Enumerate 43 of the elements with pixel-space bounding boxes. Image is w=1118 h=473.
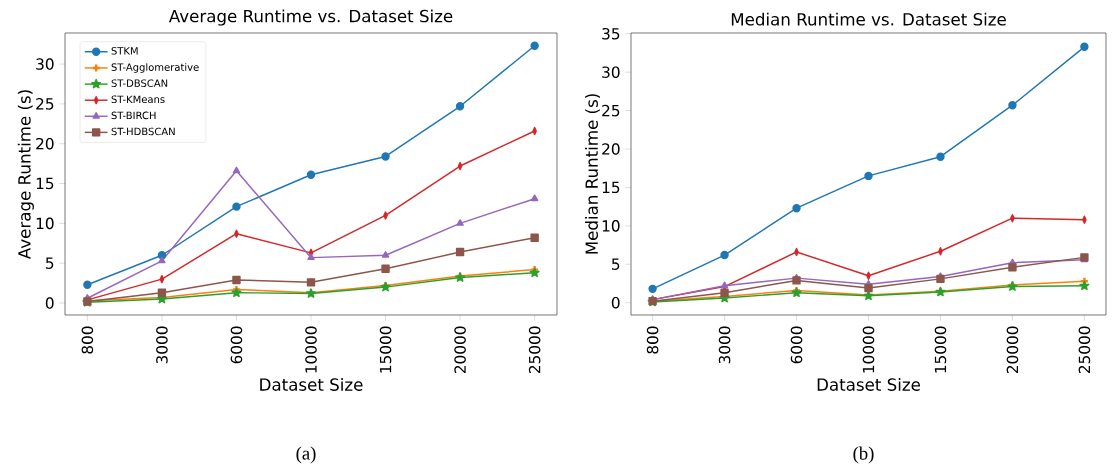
x-tick-label: 20000 [1006, 326, 1019, 374]
legend-label: ST-DBSCAN [111, 79, 168, 87]
text: (a) [296, 446, 316, 464]
chart-title: Average Runtime vs. Dataset Size [168, 9, 453, 26]
x-tick-label: 6000 [790, 326, 803, 364]
legend-label: ST-KMeans [111, 95, 165, 104]
y-axis-title: Median Runtime (s) [585, 94, 600, 254]
y-tick-label: 15 [602, 181, 620, 194]
x-tick-label: 15000 [934, 326, 947, 373]
y-tick-label: 25 [602, 104, 620, 117]
legend-label: ST-Agglomerative [111, 63, 199, 73]
y-tick-label: 10 [36, 217, 54, 230]
x-axis-title: Dataset Size [817, 377, 920, 391]
y-tick-label: 10 [602, 220, 620, 232]
x-tick-label: 10000 [862, 326, 875, 373]
x-tick-label: 3000 [156, 326, 168, 364]
y-tick-label: 30 [36, 58, 54, 70]
x-tick-label: 10000 [305, 326, 317, 373]
x-tick-label: 800 [81, 326, 94, 354]
y-tick-label: 5 [46, 257, 54, 269]
chart-title: Median Runtime vs. Dataset Size [731, 12, 1006, 26]
legend-label: ST-BIRCH [111, 111, 156, 120]
y-tick-label: 20 [36, 137, 54, 150]
x-tick-label: 20000 [454, 326, 466, 374]
x-tick-label: 800 [646, 326, 659, 354]
y-tick-label: 5 [612, 258, 620, 270]
text: (b) [853, 446, 874, 464]
y-tick-label: 30 [602, 66, 620, 78]
y-tick-label: 20 [602, 143, 620, 155]
y-tick-label: 0 [45, 297, 54, 309]
x-tick-label: 15000 [379, 326, 392, 373]
legend-label: ST-HDBSCAN [111, 127, 175, 136]
y-tick-label: 15 [36, 177, 54, 190]
y-axis-title: Average Runtime (s) [17, 90, 34, 260]
x-tick-label: 6000 [230, 326, 243, 364]
y-tick-label: 25 [36, 98, 54, 110]
x-tick-label: 25000 [528, 326, 541, 374]
y-tick-label: 0 [611, 296, 620, 309]
y-tick-label: 35 [602, 27, 620, 40]
legend-label: STKM [111, 47, 138, 55]
x-axis-title: Dataset Size [260, 377, 363, 391]
x-tick-label: 25000 [1078, 326, 1091, 374]
x-tick-label: 3000 [718, 326, 731, 364]
